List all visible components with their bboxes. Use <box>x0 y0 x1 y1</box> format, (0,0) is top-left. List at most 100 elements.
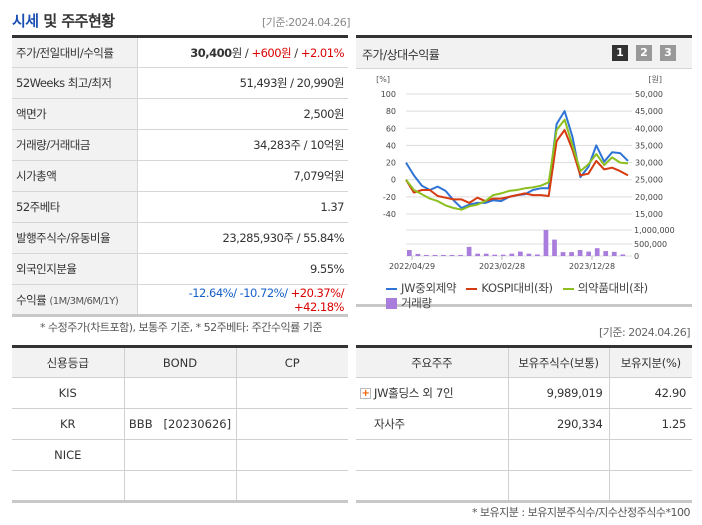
holder-pct <box>608 470 692 502</box>
price-chart: [%] [원] 100 50,000 80 45,000 60 40,000 40 35,000 2… <box>376 75 675 271</box>
holder-pct: 42.90 <box>608 377 692 409</box>
svg-text:1,000,000: 1,000,000 <box>634 226 675 235</box>
chart-title: 주가/상대수익률 <box>362 48 440 62</box>
row-value: 7,079억원 <box>137 160 348 192</box>
table-row: 액면가 2,500원 <box>12 98 348 130</box>
table-row: 자사주 290,334 1.25 <box>356 408 692 440</box>
chart-legend: JW중외제약 KOSPI대비(좌) 의약품대비(좌) <box>386 280 648 296</box>
svg-text:2023/12/28: 2023/12/28 <box>569 262 615 271</box>
table-row: 주가/전일대비/수익률 30,400원 / +600원 / +2.01% <box>12 36 348 68</box>
table-row: KIS <box>12 377 348 409</box>
cp-cell <box>235 408 348 440</box>
svg-text:-20: -20 <box>383 193 396 202</box>
legend-item-jw: JW중외제약 <box>386 281 457 295</box>
holder-shares: 290,334 <box>507 408 610 440</box>
expand-plus-icon[interactable]: + <box>360 388 371 399</box>
column-header: BOND <box>123 346 237 378</box>
table-row: 수익률 (1M/3M/6M/1Y) -12.64%/ -10.72%/ +20.… <box>12 284 348 316</box>
table-row: 발행주식수/유동비율 23,285,930주 / 55.84% <box>12 222 348 254</box>
table-header-row: 주요주주 보유주식수(보통) 보유지분(%) <box>356 346 692 378</box>
row-value: 23,285,930주 / 55.84% <box>137 222 348 254</box>
column-header: 보유지분(%) <box>608 346 692 378</box>
cp-cell <box>235 439 348 471</box>
svg-text:0: 0 <box>391 176 396 185</box>
column-header: 신용등급 <box>12 346 125 378</box>
svg-text:60: 60 <box>386 124 396 133</box>
agency-cell: KIS <box>12 377 125 409</box>
credit-rating-table: 신용등급 BOND CP KIS KR BBB [20230626] NICE <box>12 345 348 503</box>
chart-page-1-button[interactable]: 1 <box>612 45 628 61</box>
row-label: 시가총액 <box>12 160 138 192</box>
bond-cell <box>123 377 237 409</box>
section-title: 시세 및 주주현황 <box>12 12 115 30</box>
major-shareholders-table: 주요주주 보유주식수(보통) 보유지분(%) + JW홀딩스 외 7인 9,989… <box>356 345 692 503</box>
svg-text:45,000: 45,000 <box>635 107 663 116</box>
svg-text:[%]: [%] <box>376 75 390 84</box>
svg-text:40,000: 40,000 <box>635 124 663 133</box>
chart-header: 주가/상대수익률 1 2 3 <box>356 38 692 69</box>
holder-name <box>356 439 509 471</box>
row-value: 9.55% <box>137 253 348 285</box>
table-row: NICE <box>12 439 348 471</box>
agency-cell: NICE <box>12 439 125 471</box>
base-date: [기준:2024.04.26] <box>261 16 351 29</box>
row-label: 발행주식수/유동비율 <box>12 222 138 254</box>
column-header: CP <box>235 346 348 378</box>
row-label: 거래량/거래대금 <box>12 129 138 161</box>
bond-cell <box>123 470 237 502</box>
svg-text:-40: -40 <box>383 210 396 219</box>
holder-pct <box>608 439 692 471</box>
row-label: 외국인지분율 <box>12 253 138 285</box>
table-row: 거래량/거래대금 34,283주 / 10억원 <box>12 129 348 161</box>
legend-item-pharma: 의약품대비(좌) <box>562 281 648 295</box>
svg-text:80: 80 <box>386 107 396 116</box>
table-header-row: 신용등급 BOND CP <box>12 346 348 378</box>
row-label: 주가/전일대비/수익률 <box>12 36 138 68</box>
svg-text:500,000: 500,000 <box>634 240 667 249</box>
holder-base-date: [기준: 2024.04.26] <box>598 326 691 339</box>
svg-text:40: 40 <box>386 141 396 150</box>
table-row: 시가총액 7,079억원 <box>12 160 348 192</box>
column-header: 보유주식수(보통) <box>507 346 610 378</box>
holder-name: 자사주 <box>356 408 509 440</box>
holder-pct: 1.25 <box>608 408 692 440</box>
price-value: 30,400원 / +600원 / +2.01% <box>137 36 348 68</box>
svg-text:2022/04/29: 2022/04/29 <box>389 262 435 271</box>
table-row: 외국인지분율 9.55% <box>12 253 348 285</box>
bond-cell <box>123 439 237 471</box>
row-value: 2,500원 <box>137 98 348 130</box>
svg-text:20,000: 20,000 <box>635 193 663 202</box>
cp-cell <box>235 470 348 502</box>
chart-panel: 주가/상대수익률 1 2 3 [%] [원] 100 50,000 80 45,000 60… <box>356 35 692 310</box>
svg-text:15,000: 15,000 <box>635 210 663 219</box>
table-row <box>356 439 692 471</box>
row-value: 34,283주 / 10억원 <box>137 129 348 161</box>
table-row <box>356 470 692 502</box>
row-label: 액면가 <box>12 98 138 130</box>
holder-shares <box>507 470 610 502</box>
chart-page-2-button[interactable]: 2 <box>636 45 652 61</box>
row-label: 52Weeks 최고/최저 <box>12 67 138 99</box>
line-swatch-icon <box>386 287 397 290</box>
row-label: 수익률 (1M/3M/6M/1Y) <box>12 284 138 316</box>
holder-name[interactable]: + JW홀딩스 외 7인 <box>356 377 509 409</box>
row-value: 51,493원 / 20,990원 <box>137 67 348 99</box>
legend-item-kospi: KOSPI대비(좌) <box>466 281 553 295</box>
svg-text:30,000: 30,000 <box>635 159 663 168</box>
box-swatch-icon <box>386 298 397 309</box>
svg-text:35,000: 35,000 <box>635 141 663 150</box>
line-swatch-icon <box>466 287 478 290</box>
svg-text:0: 0 <box>634 252 639 261</box>
holder-shares <box>507 439 610 471</box>
returns-value: -12.64%/ -10.72%/ +20.37%/ +42.18% <box>188 285 345 314</box>
agency-cell: KR <box>12 408 125 440</box>
svg-text:20: 20 <box>386 159 396 168</box>
holder-note: * 보유지분 : 보유지분주식수/지수산정주식수*100 <box>471 506 691 519</box>
chart-page-3-button[interactable]: 3 <box>660 45 676 61</box>
chart-legend-volume: 거래량 <box>386 295 432 311</box>
table-row <box>12 470 348 502</box>
table-row: 52Weeks 최고/최저 51,493원 / 20,990원 <box>12 67 348 99</box>
column-header: 주요주주 <box>356 346 509 378</box>
svg-text:50,000: 50,000 <box>635 90 663 99</box>
cp-cell <box>235 377 348 409</box>
